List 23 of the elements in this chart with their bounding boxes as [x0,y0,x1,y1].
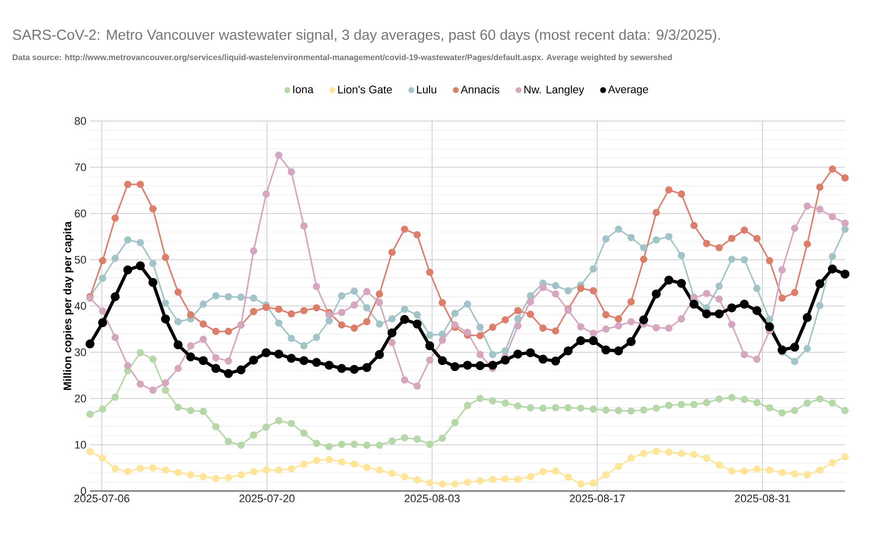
legend-label: Lion's Gate [338,85,392,94]
y-tick-label: 40 [74,302,86,310]
legend-label: Iona [293,86,314,94]
y-tick-label: 0 [80,487,86,495]
legend-label: Lulu [417,85,436,94]
chart-subtitle: Data source: http://www.metrovancouver.org/services/liquid-waste/environmental-management/covid-19-wastewater/Pages/default.aspx. Average weighted by sewershed [12,54,672,62]
x-tick-label: 2025-08-31 [734,494,790,502]
y-axis-title: Million copies per day per capita [63,221,74,390]
y-tick-label: 70 [74,163,86,172]
x-tick-label: 2025-07-06 [74,494,130,502]
x-tick-label: 2025-08-03 [404,494,460,502]
legend-label: Annacis [460,85,500,94]
y-tick-label: 20 [74,394,86,402]
x-tick-label: 2025-07-20 [239,494,295,502]
legend-label: Average [608,86,648,96]
y-tick-label: 10 [75,440,86,449]
legend-label: Nw. Langley [524,85,584,96]
y-tick-label: 60 [74,210,86,218]
y-tick-label: 50 [74,256,86,264]
chart-title: SARS-CoV-2: Metro Vancouver wastewater signal, 3 day averages, past 60 days (most recent data: 9/3/2025). [12,29,720,43]
y-tick-label: 30 [74,348,86,356]
x-tick-label: 2025-08-17 [570,494,625,502]
y-tick-label: 80 [74,117,86,125]
